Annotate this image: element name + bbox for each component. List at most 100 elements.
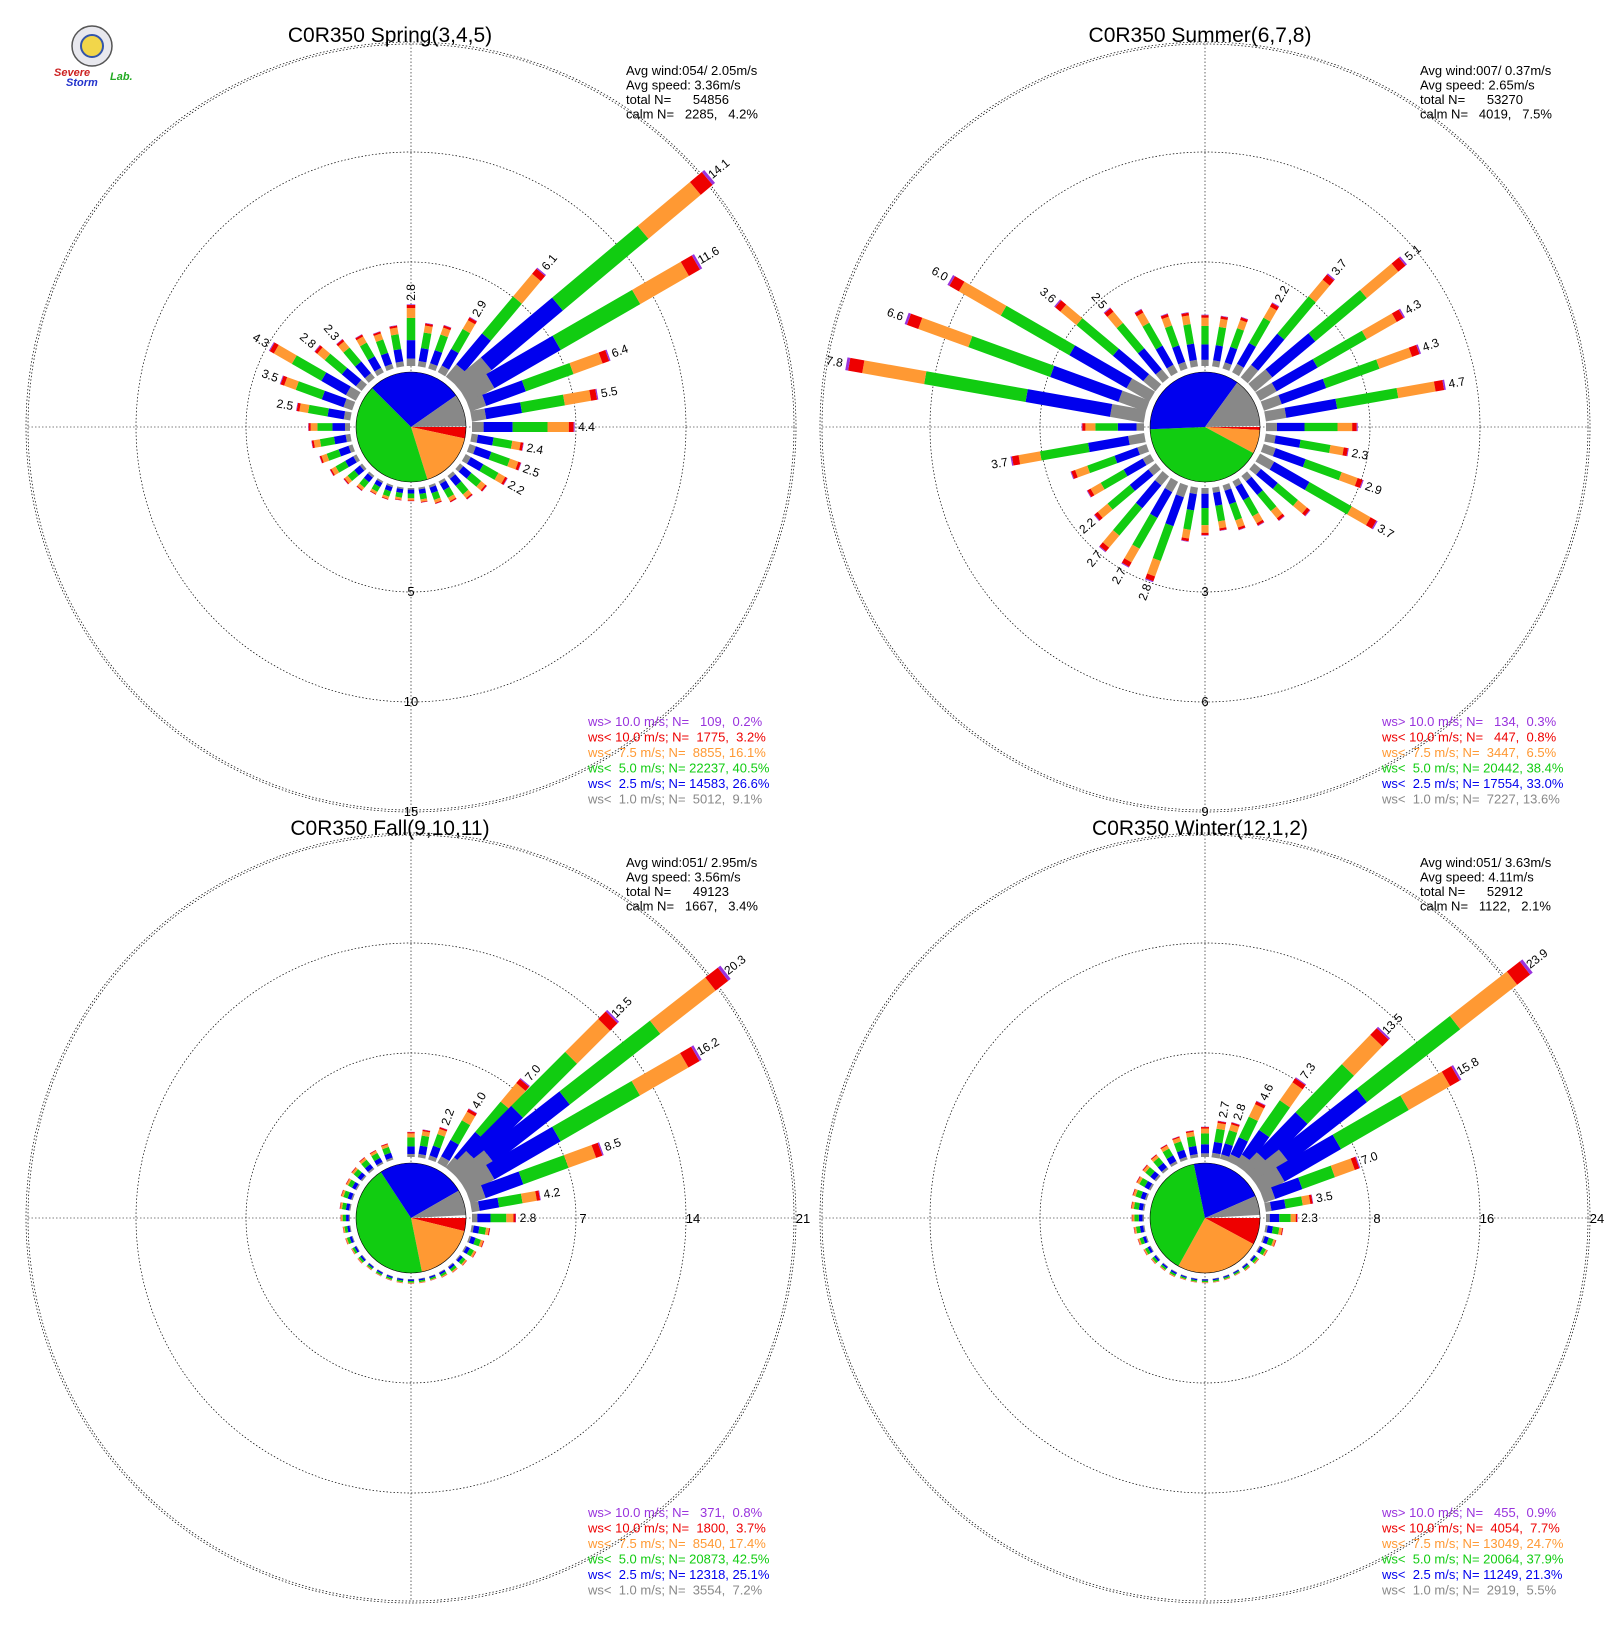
direction-bar (296, 402, 352, 421)
direction-bar (1054, 299, 1162, 392)
ring-label: 21 (796, 1211, 810, 1226)
bar-segment-lt7_5 (421, 1131, 430, 1137)
bar-segment-lt7_5 (1235, 518, 1245, 528)
direction-bar (351, 1167, 367, 1182)
bar-value-label: 7.3 (1297, 1060, 1318, 1082)
bar-segment-lt2_5 (1114, 447, 1140, 464)
direction-bar (1093, 463, 1161, 522)
bar-segment-lt1 (470, 1201, 480, 1213)
bar-segment-gt10 (519, 1077, 530, 1087)
bar-segment-lt2_5 (333, 434, 347, 445)
bar-segment-lt1 (1144, 1193, 1149, 1201)
bar-segment-lt2_5 (376, 1269, 383, 1275)
bar-segment-lt5 (1132, 513, 1158, 549)
bar-segment-lt5 (451, 328, 471, 354)
bar-segment-lt5 (1139, 1237, 1146, 1245)
bar-value-label: 4.0 (469, 1089, 490, 1111)
direction-bar (1241, 471, 1285, 522)
bar-segment-lt5 (552, 289, 641, 351)
legend-entry-lt5: ws< 5.0 m/s; N= 20873, 42.5% (587, 1552, 770, 1567)
bar-segment-lt2_5 (354, 1246, 360, 1253)
legend-entry-lt10: ws< 10.0 m/s; N= 1775, 3.2% (587, 730, 766, 745)
bar-segment-lt2_5 (480, 297, 563, 371)
bar-segment-lt10 (467, 317, 477, 325)
bar-segment-lt2_5 (396, 488, 404, 494)
bar-segment-lt5 (390, 334, 402, 351)
bar-segment-lt7_5 (631, 1052, 689, 1096)
bar-segment-lt5 (440, 1271, 447, 1277)
bar-segment-lt2_5 (380, 352, 393, 367)
bar-segment-lt2_5 (1150, 1171, 1159, 1181)
bar-segment-lt10 (501, 476, 508, 485)
stats-line: calm N= 1667, 3.4% (626, 899, 758, 914)
bar-value-label: 5.1 (1402, 242, 1424, 264)
bar-value-label: 6.0 (929, 264, 951, 285)
bar-segment-lt7_5 (1279, 1082, 1303, 1108)
direction-bar (342, 1225, 352, 1234)
bar-segment-lt5 (552, 1080, 640, 1142)
bar-value-label: 2.8 (297, 330, 319, 352)
direction-bar (462, 1245, 477, 1258)
pie-slice-lt1 (411, 1190, 466, 1218)
bar-segment-lt1 (447, 471, 456, 479)
bar-segment-lt10 (1441, 1066, 1460, 1087)
bar-segment-lt5 (375, 339, 389, 356)
direction-bar (1172, 1136, 1188, 1162)
bar-segment-lt7_5 (1018, 451, 1042, 465)
bar-segment-lt2_5 (458, 466, 472, 479)
bar-segment-lt5 (1332, 1095, 1409, 1150)
bar-segment-lt2_5 (1155, 345, 1174, 369)
direction-bar (1211, 1120, 1227, 1159)
direction-bar (470, 433, 524, 451)
bar-segment-lt10 (1342, 447, 1348, 457)
bar-segment-lt7_5 (1330, 1158, 1355, 1178)
bar-segment-lt1 (1166, 364, 1178, 377)
bar-value-label: 4.6 (1256, 1081, 1276, 1102)
bar-value-label: 16.2 (694, 1035, 722, 1059)
bar-segment-lt7_5 (1308, 279, 1330, 303)
bar-segment-lt5 (1087, 455, 1118, 474)
bar-segment-lt5 (382, 489, 392, 497)
bar-segment-lt2_5 (418, 1145, 428, 1156)
bar-segment-lt10 (705, 967, 729, 991)
bar-segment-lt5 (1152, 523, 1174, 562)
bar-segment-lt5 (419, 492, 427, 500)
bar-segment-lt5 (1107, 484, 1135, 510)
bar-segment-lt2_5 (448, 1263, 455, 1270)
bar-segment-lt1 (1142, 454, 1155, 466)
bar-segment-lt10 (314, 345, 323, 354)
bar-segment-lt5 (420, 332, 432, 350)
bar-segment-lt7_5 (433, 497, 442, 503)
bar-segment-lt5 (1312, 330, 1367, 368)
direction-bar (1260, 344, 1422, 411)
bar-segment-lt1 (355, 1183, 360, 1191)
bar-segment-lt1 (1234, 1154, 1253, 1172)
rose-panel-2: 7 14 212.24.07.013.520.316.28.54.22.8C0R35… (25, 817, 810, 1604)
bar-segment-lt7_5 (1151, 1258, 1157, 1264)
bar-segment-lt7_5 (1161, 316, 1172, 328)
bar-segment-lt7_5 (1329, 445, 1344, 456)
bar-segment-lt5 (518, 1155, 569, 1185)
direction-bar (1249, 463, 1311, 517)
direction-bar (1103, 307, 1169, 383)
ring-label: 16 (1480, 1211, 1494, 1226)
bar-segment-lt7_5 (462, 320, 476, 334)
bar-segment-lt5 (335, 460, 349, 473)
bar-segment-lt7_5 (1396, 381, 1436, 399)
bar-segment-lt10 (1433, 379, 1445, 392)
bar-segment-lt5 (1215, 504, 1226, 522)
bar-segment-lt2_5 (481, 1171, 524, 1199)
bar-segment-lt5 (1139, 1177, 1148, 1188)
legend-entry-lt5: ws< 5.0 m/s; N= 22237, 40.5% (587, 761, 770, 776)
legend-entry-lt2_5: ws< 2.5 m/s; N= 11249, 21.3% (1381, 1567, 1563, 1582)
bar-segment-lt2_5 (338, 445, 351, 457)
ring-label: 14 (686, 1211, 700, 1226)
bar-segment-lt1 (1227, 1154, 1240, 1166)
direction-bar (467, 1235, 485, 1248)
range-ring (819, 832, 1591, 1604)
bar-segment-lt2_5 (1213, 345, 1223, 362)
direction-bar (1181, 312, 1199, 368)
bar-segment-lt1 (360, 1175, 367, 1182)
bar-segment-lt1 (1248, 369, 1273, 392)
bar-segment-lt1 (1222, 483, 1232, 491)
